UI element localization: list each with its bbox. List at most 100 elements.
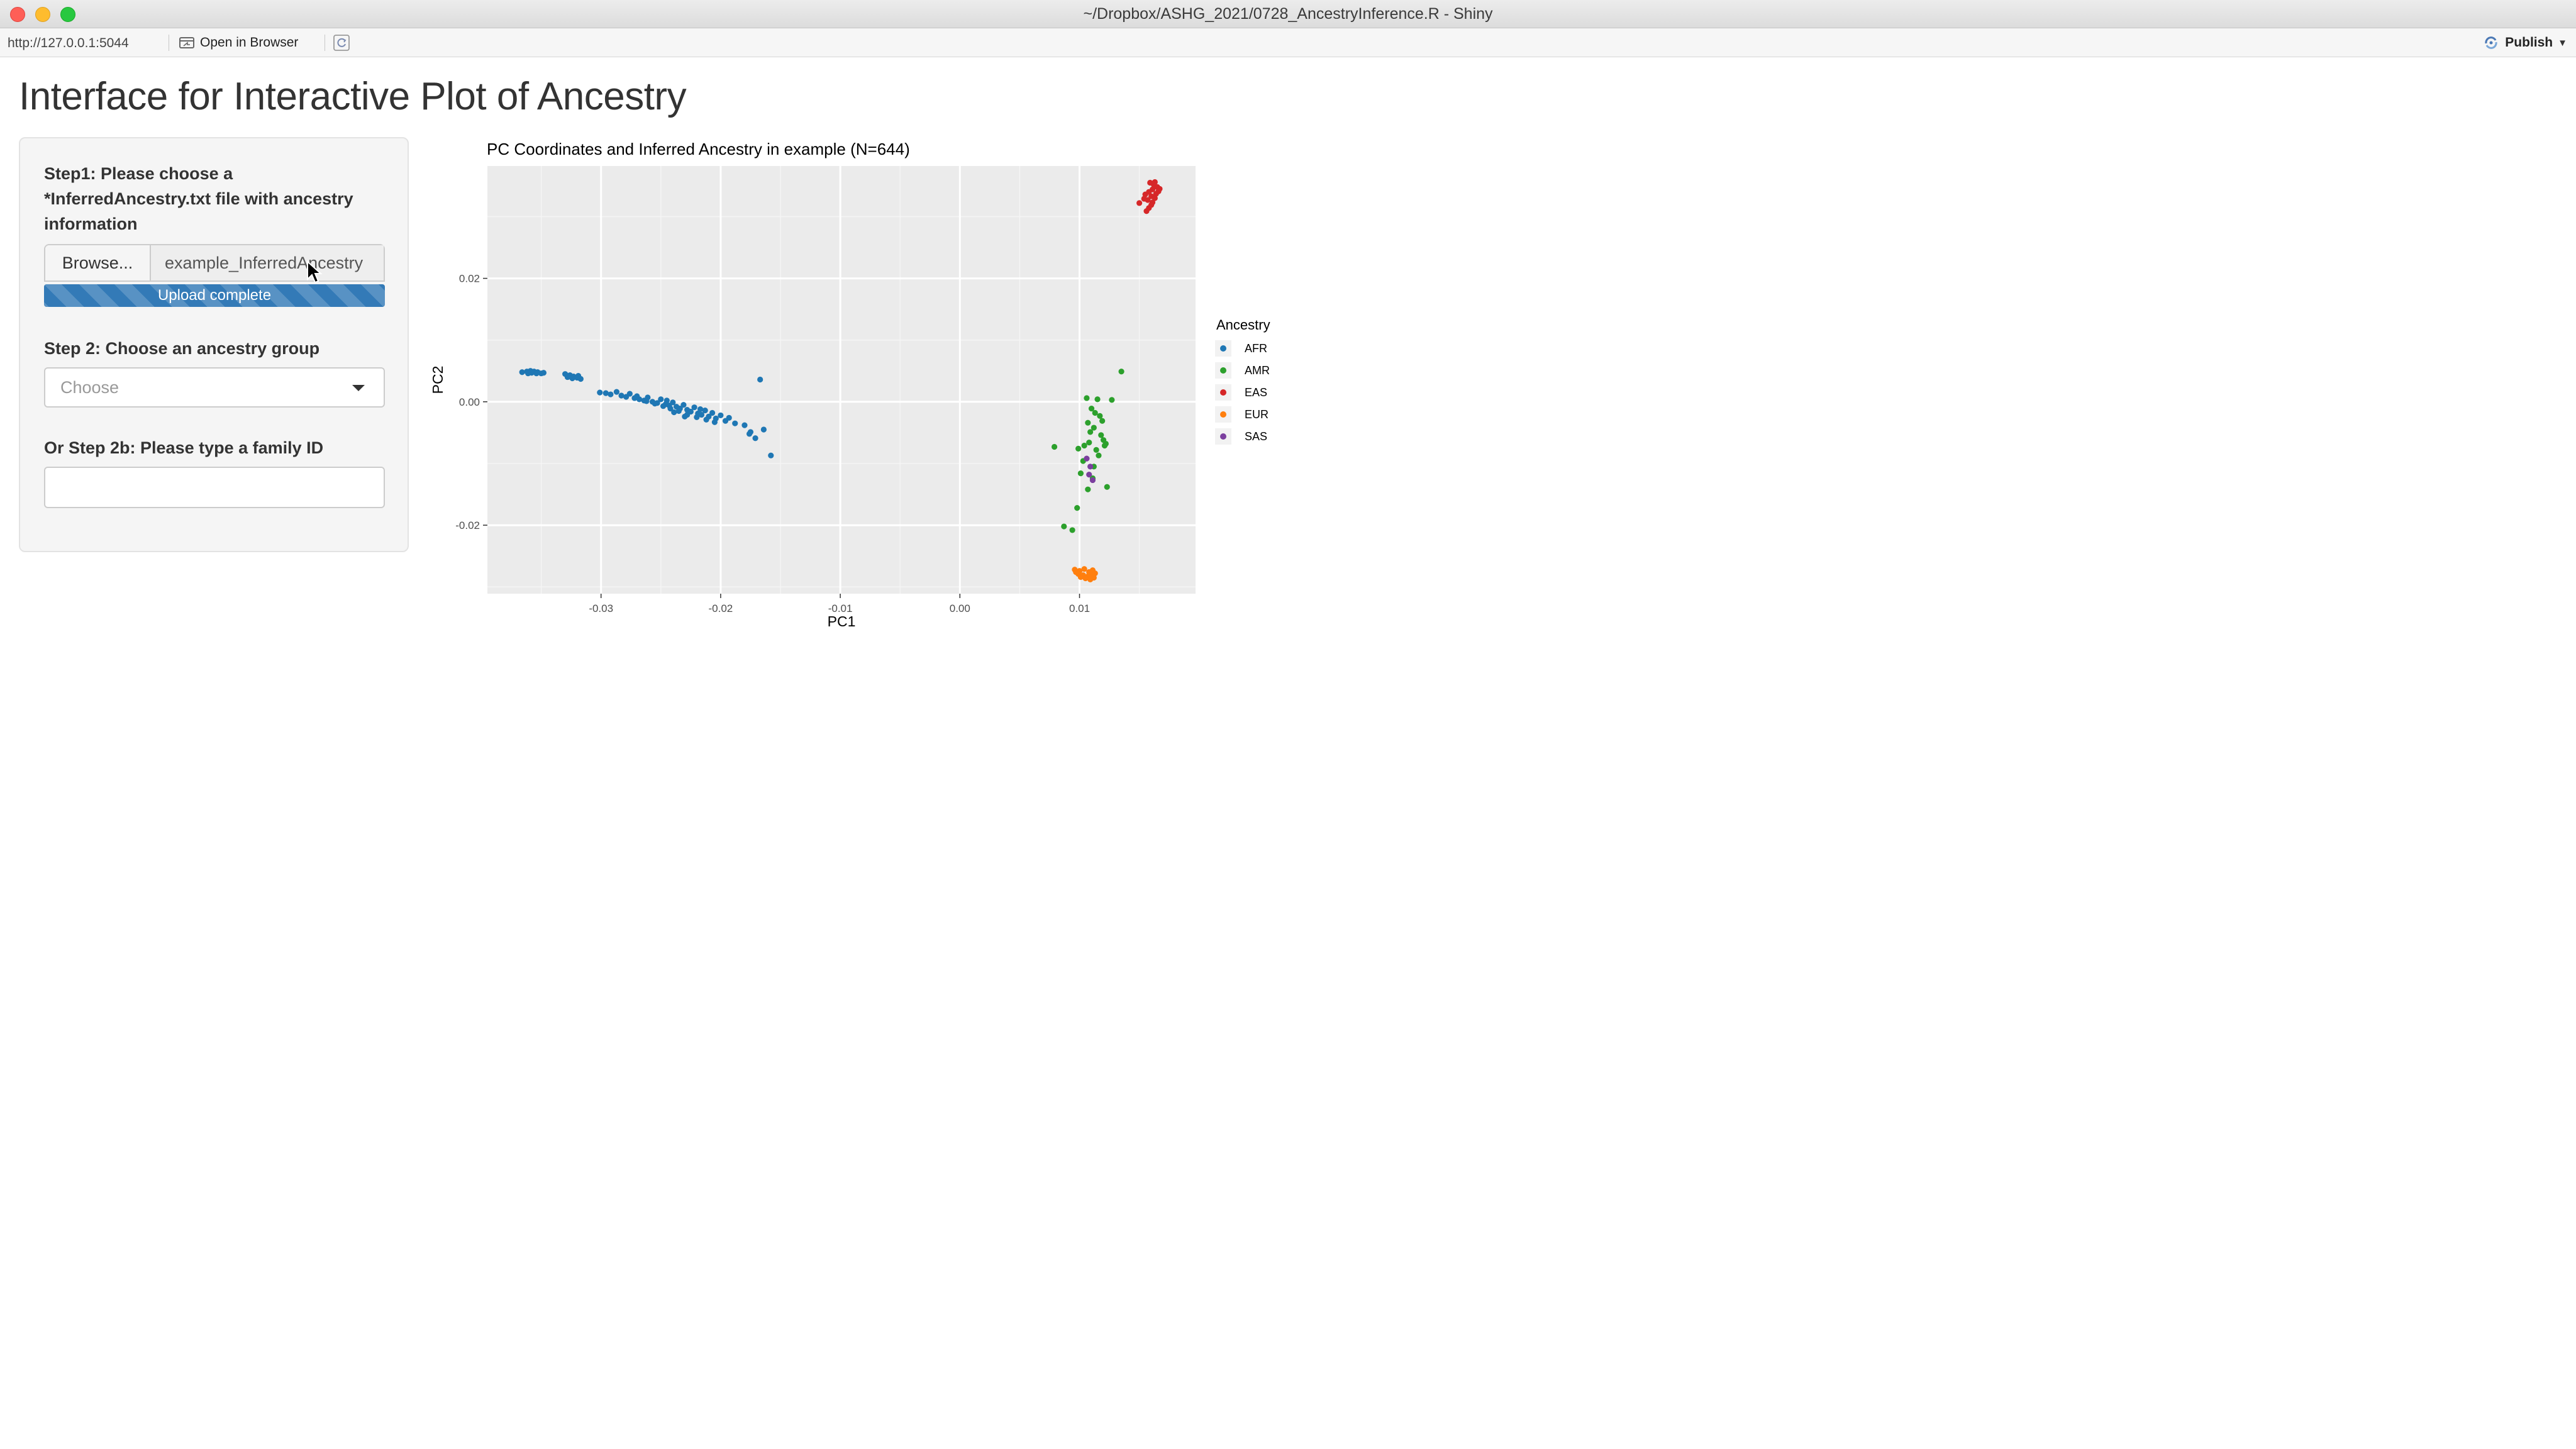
data-point-amr — [1109, 397, 1115, 403]
data-point-amr — [1075, 445, 1082, 452]
data-point-amr — [1086, 439, 1092, 446]
viewer-toolbar: http://127.0.0.1:5044 Open in Browser Pu… — [0, 28, 2576, 57]
data-point-eas — [1136, 200, 1143, 206]
upload-status-text: Upload complete — [157, 287, 272, 304]
open-in-browser-button[interactable]: Open in Browser — [179, 34, 298, 52]
data-point-afr — [626, 391, 633, 397]
data-point-afr — [643, 398, 650, 404]
refresh-button[interactable] — [332, 34, 351, 52]
data-point-afr — [652, 401, 658, 407]
window-title: ~/Dropbox/ASHG_2021/0728_AncestryInferen… — [1083, 5, 1493, 23]
data-points — [519, 179, 1163, 583]
data-point-afr — [675, 408, 682, 414]
data-point-afr — [608, 391, 614, 397]
data-point-afr — [519, 369, 525, 375]
plot-title: PC Coordinates and Inferred Ancestry in … — [487, 140, 910, 158]
grid-lines — [487, 166, 1196, 594]
data-point-afr — [658, 396, 664, 402]
legend-marker-sas — [1220, 433, 1226, 440]
data-point-afr — [575, 373, 582, 379]
data-point-amr — [1098, 432, 1104, 438]
data-point-amr — [1084, 395, 1090, 401]
browser-window-icon — [179, 37, 194, 48]
legend-label-sas: SAS — [1245, 430, 1267, 443]
data-point-afr — [533, 370, 540, 377]
data-point-amr — [1081, 442, 1087, 449]
data-point-amr — [1118, 369, 1124, 375]
data-point-afr — [671, 409, 677, 416]
data-point-amr — [1091, 425, 1097, 431]
data-point-amr — [1099, 418, 1106, 424]
data-point-amr — [1101, 442, 1108, 449]
data-point-sas — [1084, 455, 1090, 462]
data-point-afr — [680, 402, 687, 408]
data-point-amr — [1097, 413, 1103, 419]
data-point-eas — [1157, 186, 1163, 192]
y-axis-label: PC2 — [430, 366, 446, 394]
legend-marker-eas — [1220, 389, 1226, 396]
data-point-afr — [663, 397, 670, 404]
publish-label: Publish — [2505, 35, 2553, 50]
data-point-amr — [1074, 505, 1080, 511]
window-titlebar: ~/Dropbox/ASHG_2021/0728_AncestryInferen… — [0, 0, 2576, 28]
legend-title: Ancestry — [1216, 317, 1270, 333]
data-point-afr — [682, 413, 688, 419]
url-text[interactable]: http://127.0.0.1:5044 — [8, 36, 129, 50]
publish-button[interactable]: Publish ▼ — [2482, 34, 2567, 52]
open-in-browser-label: Open in Browser — [200, 35, 299, 50]
data-point-amr — [1069, 527, 1075, 533]
step1-label: Step1: Please choose a *InferredAncestry… — [44, 164, 353, 233]
data-point-afr — [747, 429, 754, 435]
data-point-afr — [703, 416, 709, 423]
axes: -0.03 -0.02 -0.01 0.00 0.01 0.02 0.00 -0.02 — [455, 273, 1090, 614]
x-tick-label: -0.01 — [828, 602, 853, 614]
legend-marker-afr — [1220, 345, 1226, 352]
data-point-amr — [1092, 409, 1098, 416]
data-point-afr — [613, 389, 620, 395]
data-point-afr — [569, 375, 575, 382]
data-point-eur — [1077, 574, 1084, 580]
legend-marker-amr — [1220, 367, 1226, 374]
data-point-eas — [1152, 195, 1158, 201]
data-point-afr — [726, 414, 732, 421]
data-point-afr — [732, 420, 738, 426]
data-point-afr — [602, 390, 609, 396]
data-point-amr — [1088, 406, 1095, 412]
caret-down-icon — [352, 385, 365, 391]
file-name-display: example_InferredAncestry — [151, 245, 384, 280]
y-tick-label: 0.02 — [459, 273, 480, 285]
x-tick-label: -0.03 — [589, 602, 613, 614]
data-point-afr — [564, 374, 571, 380]
window-maximize-button[interactable] — [60, 7, 75, 22]
upload-progress-fill — [44, 284, 385, 307]
data-point-afr — [760, 426, 767, 433]
pc-scatter-plot[interactable]: PC Coordinates and Inferred Ancestry in … — [428, 132, 1308, 648]
family-id-input[interactable] — [44, 467, 385, 508]
data-point-afr — [694, 414, 700, 420]
ancestry-group-select[interactable]: Choose — [44, 367, 385, 408]
x-axis-label: PC1 — [828, 613, 856, 630]
data-point-eur — [1082, 575, 1089, 582]
refresh-icon — [333, 35, 350, 51]
step2-label: Step 2: Choose an ancestry group — [44, 339, 320, 358]
data-point-amr — [1085, 486, 1091, 492]
file-input[interactable]: Browse... example_InferredAncestry — [44, 244, 385, 282]
browse-button[interactable]: Browse... — [45, 245, 151, 280]
data-point-afr — [525, 370, 531, 377]
data-point-amr — [1085, 419, 1091, 426]
ancestry-plot[interactable]: PC Coordinates and Inferred Ancestry in … — [428, 132, 1308, 648]
x-tick-label: 0.01 — [1069, 602, 1090, 614]
upload-progress-bar: Upload complete — [44, 284, 385, 307]
sidebar-panel: Step1: Please choose a *InferredAncestry… — [19, 137, 409, 552]
chevron-down-icon: ▼ — [2558, 37, 2567, 48]
data-point-afr — [667, 406, 674, 412]
data-point-afr — [741, 422, 748, 428]
legend-marker-eur — [1220, 411, 1226, 418]
data-point-afr — [711, 419, 718, 425]
data-point-afr — [697, 406, 704, 413]
data-point-afr — [718, 412, 724, 419]
data-point-amr — [1077, 470, 1084, 477]
window-close-button[interactable] — [10, 7, 25, 22]
window-minimize-button[interactable] — [35, 7, 50, 22]
data-point-afr — [757, 376, 763, 383]
